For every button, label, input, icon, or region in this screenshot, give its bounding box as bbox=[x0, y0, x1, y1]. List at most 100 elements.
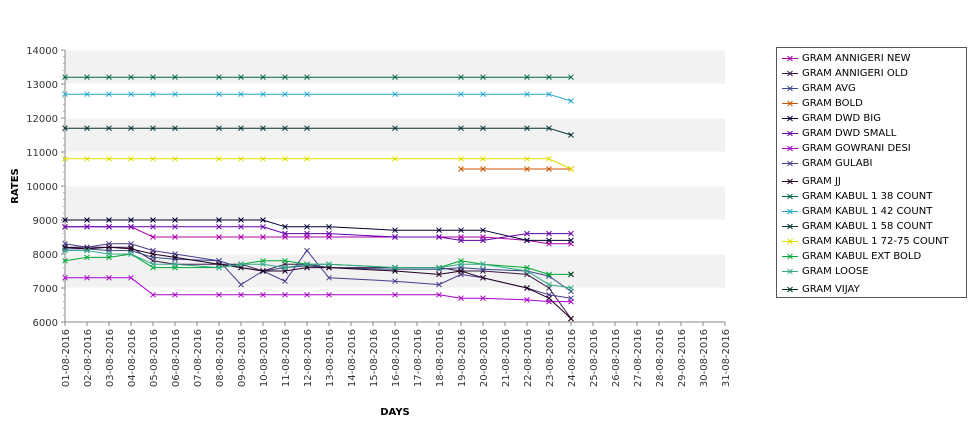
data-point bbox=[546, 155, 552, 162]
series-gram-loose bbox=[62, 247, 574, 291]
legend-label: GRAM KABUL EXT BOLD bbox=[802, 251, 922, 262]
data-point bbox=[216, 217, 222, 223]
data-point bbox=[458, 237, 464, 244]
data-point bbox=[260, 155, 266, 162]
data-point bbox=[546, 237, 552, 244]
x-tick-label: 17-08-2016 bbox=[413, 329, 424, 387]
legend-marker bbox=[782, 130, 798, 137]
legend-label: GRAM DWD SMALL bbox=[802, 128, 897, 139]
data-point bbox=[150, 217, 156, 223]
data-point bbox=[260, 217, 266, 223]
data-point bbox=[84, 91, 90, 98]
data-point bbox=[304, 223, 310, 230]
data-point bbox=[150, 74, 156, 81]
data-point bbox=[282, 278, 288, 285]
legend-marker bbox=[782, 178, 798, 185]
data-point bbox=[568, 98, 574, 104]
data-point bbox=[172, 254, 178, 261]
data-point bbox=[84, 155, 90, 162]
data-point bbox=[480, 74, 486, 81]
data-point bbox=[568, 285, 574, 291]
legend-label: GRAM LOOSE bbox=[802, 266, 869, 277]
series-gram-kabul-1-42-count bbox=[62, 91, 574, 104]
y-tick-label: 7000 bbox=[33, 284, 58, 295]
legend-label: GRAM DWD BIG bbox=[802, 113, 881, 124]
legend-marker bbox=[782, 85, 798, 92]
data-point bbox=[568, 132, 574, 138]
series-layer bbox=[62, 74, 574, 322]
data-point bbox=[150, 125, 156, 132]
legend-marker bbox=[782, 70, 798, 77]
data-point bbox=[546, 74, 552, 81]
legend-label: GRAM AVG bbox=[802, 83, 856, 94]
data-point bbox=[524, 91, 530, 98]
y-axis-label: RATES bbox=[10, 168, 21, 204]
data-point bbox=[260, 91, 266, 98]
data-point bbox=[216, 74, 222, 81]
data-point bbox=[128, 217, 134, 223]
data-point bbox=[304, 91, 310, 98]
data-point bbox=[458, 91, 464, 98]
legend-item: GRAM AVG bbox=[777, 81, 966, 96]
x-tick-label: 20-08-2016 bbox=[479, 329, 490, 387]
data-point bbox=[524, 285, 530, 291]
legend-label: GRAM JJ bbox=[802, 176, 841, 187]
x-tick-label: 30-08-2016 bbox=[699, 329, 710, 387]
data-point bbox=[106, 74, 112, 81]
data-point bbox=[150, 234, 156, 240]
data-point bbox=[150, 261, 156, 268]
legend-item: GRAM LOOSE bbox=[777, 264, 966, 279]
x-tick-label: 13-08-2016 bbox=[325, 329, 336, 387]
y-tick-label: 8000 bbox=[33, 250, 58, 261]
data-point bbox=[524, 237, 530, 244]
data-point bbox=[216, 91, 222, 98]
legend-marker bbox=[782, 100, 798, 107]
axes bbox=[61, 49, 726, 326]
data-point bbox=[106, 223, 112, 230]
grid-band bbox=[65, 50, 725, 84]
series-gram-gowrani-desi bbox=[62, 274, 574, 305]
data-point bbox=[458, 268, 464, 274]
data-point bbox=[260, 268, 266, 274]
data-point bbox=[128, 274, 134, 281]
data-point bbox=[260, 291, 266, 298]
data-point bbox=[282, 264, 288, 271]
data-point bbox=[458, 74, 464, 81]
data-point bbox=[62, 257, 68, 264]
data-point bbox=[282, 74, 288, 81]
data-point bbox=[304, 74, 310, 81]
data-point bbox=[546, 295, 552, 302]
data-point bbox=[392, 125, 398, 132]
data-point bbox=[260, 74, 266, 81]
series-gram-kabul-1-58-count bbox=[62, 125, 574, 138]
x-tick-label: 12-08-2016 bbox=[303, 329, 314, 387]
data-point bbox=[106, 155, 112, 162]
data-point bbox=[238, 217, 244, 223]
data-point bbox=[480, 266, 486, 273]
legend-label: GRAM GULABI bbox=[802, 158, 873, 169]
legend-label: GRAM ANNIGERI OLD bbox=[802, 68, 908, 79]
data-point bbox=[84, 247, 90, 254]
data-point bbox=[62, 155, 68, 162]
data-point bbox=[172, 234, 178, 240]
data-point bbox=[568, 237, 574, 244]
data-point bbox=[480, 295, 486, 302]
x-tick-label: 18-08-2016 bbox=[435, 329, 446, 387]
x-tick-label: 10-08-2016 bbox=[259, 329, 270, 387]
data-point bbox=[106, 217, 112, 223]
x-tick-label: 01-08-2016 bbox=[61, 329, 72, 387]
data-point bbox=[106, 244, 112, 251]
legend-item: GRAM KABUL EXT BOLD bbox=[777, 249, 966, 264]
data-point bbox=[326, 230, 332, 237]
data-point bbox=[260, 234, 266, 240]
legend-marker bbox=[782, 115, 798, 122]
grid-band bbox=[65, 288, 725, 322]
data-point bbox=[392, 155, 398, 162]
series-gram-vijay bbox=[568, 271, 574, 278]
data-point bbox=[524, 268, 530, 274]
x-tick-label: 09-08-2016 bbox=[237, 329, 248, 387]
data-point bbox=[172, 261, 178, 268]
data-point bbox=[172, 217, 178, 223]
data-point bbox=[172, 125, 178, 132]
x-tick-label: 02-08-2016 bbox=[83, 329, 94, 387]
